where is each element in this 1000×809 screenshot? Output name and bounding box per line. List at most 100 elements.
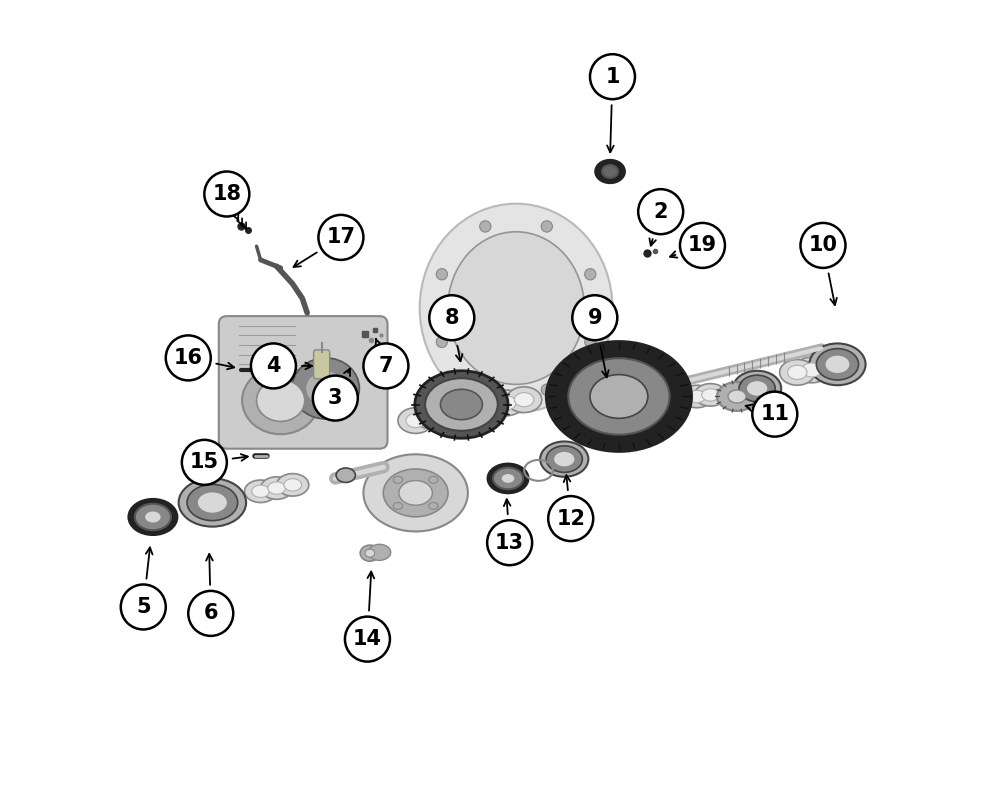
Ellipse shape: [514, 392, 534, 407]
Ellipse shape: [480, 221, 491, 232]
Circle shape: [182, 440, 227, 485]
Ellipse shape: [728, 390, 746, 403]
Text: 12: 12: [556, 509, 585, 528]
Text: 3: 3: [328, 388, 343, 408]
FancyBboxPatch shape: [314, 349, 330, 379]
Ellipse shape: [746, 380, 768, 396]
Text: 15: 15: [190, 452, 219, 472]
Circle shape: [487, 520, 532, 565]
Ellipse shape: [436, 337, 447, 348]
Ellipse shape: [365, 549, 375, 557]
Circle shape: [313, 375, 358, 421]
Text: 14: 14: [353, 629, 382, 649]
Ellipse shape: [415, 371, 508, 438]
Ellipse shape: [541, 221, 552, 232]
Ellipse shape: [415, 404, 450, 430]
Circle shape: [318, 215, 363, 260]
Ellipse shape: [429, 477, 438, 483]
Ellipse shape: [261, 477, 293, 499]
Circle shape: [548, 496, 593, 541]
Ellipse shape: [398, 408, 433, 434]
Ellipse shape: [497, 396, 516, 410]
Circle shape: [363, 344, 408, 388]
Ellipse shape: [717, 382, 757, 411]
Ellipse shape: [268, 482, 285, 494]
Ellipse shape: [292, 358, 359, 419]
Ellipse shape: [448, 231, 584, 384]
Ellipse shape: [425, 378, 498, 431]
Circle shape: [251, 344, 296, 388]
Text: 16: 16: [174, 348, 203, 368]
Ellipse shape: [406, 413, 425, 428]
Ellipse shape: [363, 455, 468, 532]
Circle shape: [638, 189, 683, 234]
Text: 17: 17: [326, 227, 355, 248]
Ellipse shape: [179, 478, 246, 527]
Ellipse shape: [809, 344, 866, 385]
Ellipse shape: [368, 544, 391, 561]
Ellipse shape: [245, 480, 277, 502]
Ellipse shape: [547, 342, 691, 451]
Ellipse shape: [688, 390, 706, 403]
Ellipse shape: [802, 363, 821, 377]
Text: 2: 2: [653, 201, 668, 222]
Ellipse shape: [506, 387, 542, 413]
Text: 13: 13: [495, 532, 524, 553]
Ellipse shape: [135, 504, 171, 530]
Circle shape: [680, 223, 725, 268]
Circle shape: [345, 616, 390, 662]
Text: 9: 9: [587, 307, 602, 328]
Ellipse shape: [602, 165, 618, 178]
Ellipse shape: [306, 371, 346, 406]
Text: 5: 5: [136, 597, 151, 617]
Circle shape: [429, 295, 474, 341]
Ellipse shape: [252, 485, 269, 498]
Ellipse shape: [488, 464, 528, 493]
Ellipse shape: [440, 389, 482, 420]
Ellipse shape: [257, 379, 305, 421]
Ellipse shape: [242, 366, 319, 434]
Ellipse shape: [546, 446, 582, 472]
Ellipse shape: [794, 357, 829, 383]
Text: 4: 4: [266, 356, 281, 376]
Ellipse shape: [393, 477, 403, 483]
Text: 10: 10: [808, 235, 837, 256]
Circle shape: [166, 336, 211, 380]
Ellipse shape: [284, 479, 302, 491]
Ellipse shape: [429, 502, 438, 510]
Circle shape: [572, 295, 617, 341]
Ellipse shape: [336, 468, 355, 482]
Circle shape: [590, 54, 635, 100]
FancyBboxPatch shape: [219, 316, 388, 449]
Ellipse shape: [187, 485, 238, 521]
Text: 7: 7: [379, 356, 393, 376]
Circle shape: [800, 223, 845, 268]
Circle shape: [121, 584, 166, 629]
Circle shape: [204, 172, 249, 217]
Ellipse shape: [694, 383, 727, 406]
Text: 11: 11: [760, 404, 789, 424]
Text: 6: 6: [204, 604, 218, 624]
Ellipse shape: [493, 468, 523, 489]
Ellipse shape: [702, 388, 719, 401]
Circle shape: [188, 591, 233, 636]
Ellipse shape: [129, 499, 177, 535]
Ellipse shape: [681, 385, 713, 408]
Ellipse shape: [277, 473, 309, 496]
Ellipse shape: [541, 384, 552, 396]
Ellipse shape: [585, 337, 596, 348]
Ellipse shape: [360, 545, 379, 561]
Ellipse shape: [540, 442, 588, 477]
Ellipse shape: [553, 451, 575, 467]
Ellipse shape: [420, 204, 612, 413]
Ellipse shape: [590, 375, 648, 418]
Circle shape: [752, 392, 797, 437]
Ellipse shape: [436, 269, 447, 280]
Ellipse shape: [568, 358, 670, 434]
Ellipse shape: [816, 349, 859, 380]
Text: 19: 19: [688, 235, 717, 256]
Ellipse shape: [393, 502, 403, 510]
Text: 8: 8: [445, 307, 459, 328]
Text: 1: 1: [605, 66, 620, 87]
Ellipse shape: [501, 473, 515, 484]
